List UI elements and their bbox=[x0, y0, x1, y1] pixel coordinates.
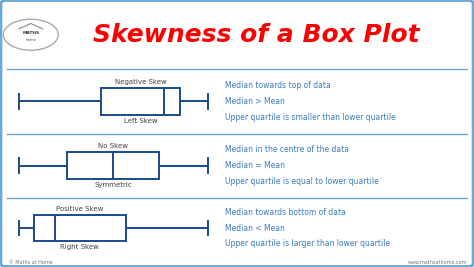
Text: home: home bbox=[25, 38, 36, 41]
Text: Skewness of a Box Plot: Skewness of a Box Plot bbox=[92, 23, 419, 47]
Text: Median < Mean: Median < Mean bbox=[225, 224, 285, 233]
Text: MATHS: MATHS bbox=[22, 32, 39, 35]
Text: Negative Skew: Negative Skew bbox=[115, 79, 166, 85]
Text: Upper quartile is larger than lower quartile: Upper quartile is larger than lower quar… bbox=[225, 239, 390, 248]
Text: Symmetric: Symmetric bbox=[94, 182, 132, 188]
Text: Upper quartile is smaller than lower quartile: Upper quartile is smaller than lower qua… bbox=[225, 113, 396, 122]
Circle shape bbox=[3, 19, 58, 50]
Text: © Maths at Home: © Maths at Home bbox=[9, 260, 53, 265]
Text: Median towards top of data: Median towards top of data bbox=[225, 81, 331, 90]
Text: Upper quartile is equal to lower quartile: Upper quartile is equal to lower quartil… bbox=[225, 177, 379, 186]
Text: Median > Mean: Median > Mean bbox=[225, 97, 285, 106]
Text: Left Skew: Left Skew bbox=[124, 118, 157, 124]
Text: Right Skew: Right Skew bbox=[60, 244, 99, 250]
Text: Median = Mean: Median = Mean bbox=[225, 161, 285, 170]
Text: Positive Skew: Positive Skew bbox=[56, 206, 103, 212]
Text: Median in the centre of the data: Median in the centre of the data bbox=[225, 145, 349, 154]
Bar bbox=[67, 152, 159, 179]
Bar bbox=[100, 88, 180, 115]
Text: No Skew: No Skew bbox=[98, 143, 128, 149]
Bar bbox=[34, 215, 126, 241]
Text: Median towards bottom of data: Median towards bottom of data bbox=[225, 209, 346, 217]
Text: www.mathsathome.com: www.mathsathome.com bbox=[407, 260, 467, 265]
